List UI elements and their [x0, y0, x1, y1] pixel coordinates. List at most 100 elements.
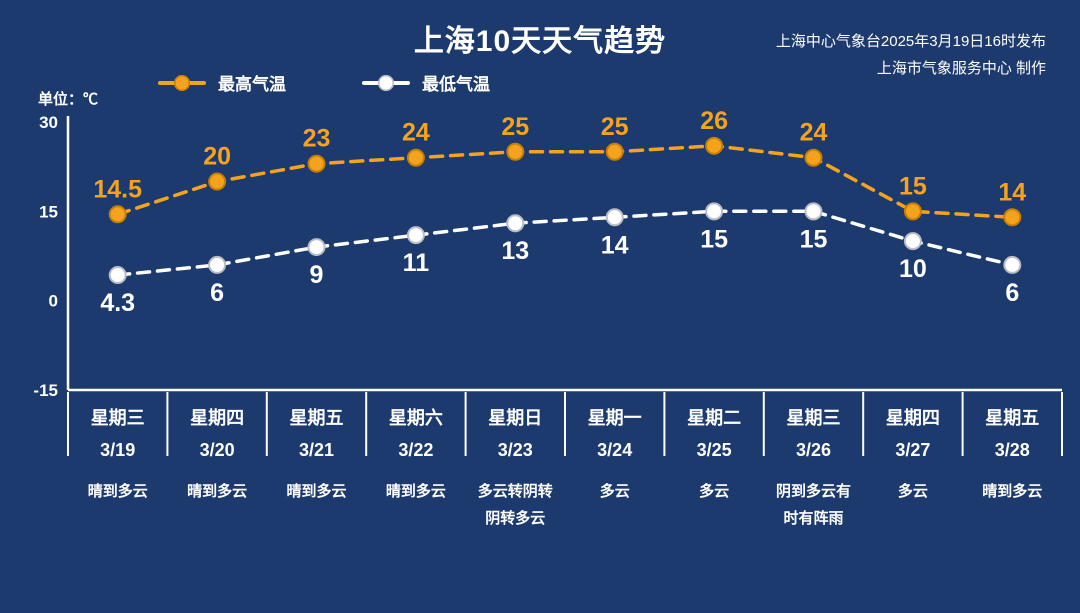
- high-temp-series-line: [115, 144, 1015, 220]
- date-label: 3/27: [895, 440, 931, 460]
- day-column: 星期四 3/27 多云: [863, 398, 962, 532]
- high-temp-point: [406, 148, 425, 167]
- low-temp-point: [903, 232, 922, 251]
- day-column: 星期日 3/23 多云转阴转阴转多云: [466, 398, 565, 532]
- high-temp-dot-icon: [174, 74, 190, 91]
- y-tick-label: 0: [49, 292, 58, 311]
- page-title: 上海10天天气趋势: [413, 25, 667, 58]
- low-temp-point: [605, 208, 624, 227]
- weather-line: 晴到多云: [87, 483, 148, 500]
- weather-line: 多云: [599, 483, 630, 500]
- high-temp-point: [605, 142, 624, 161]
- weather-label: 晴到多云: [70, 478, 165, 505]
- day-column: 星期六 3/22 晴到多云: [366, 398, 465, 532]
- weather-line: 阴到多云有: [775, 483, 851, 500]
- weekday-label: 星期五: [985, 408, 1040, 428]
- low-temp-point: [208, 255, 227, 274]
- legend: 最高气温 最低气温: [158, 70, 490, 95]
- low-temp-point: [804, 202, 823, 221]
- date-label: 3/19: [100, 440, 136, 460]
- low-temp-point: [705, 202, 724, 221]
- weather-label: 晴到多云: [368, 478, 463, 505]
- weekday-label: 星期日: [488, 408, 543, 428]
- weather-label: 阴到多云有 时有阵雨: [766, 478, 861, 532]
- weather-line: 时有阵雨: [783, 510, 844, 527]
- weather-line: 晴到多云: [385, 483, 446, 500]
- y-tick-label: 15: [39, 202, 58, 221]
- weekday-label: 星期三: [786, 408, 841, 428]
- date-label: 3/24: [597, 440, 633, 460]
- weekday-label: 星期四: [885, 408, 940, 428]
- date-label: 3/25: [696, 440, 732, 460]
- unit-label: 单位：℃: [38, 91, 99, 108]
- weekday-label: 星期一: [587, 408, 642, 428]
- weather-line: 晴到多云: [286, 483, 347, 500]
- high-temp-value-label: 15: [899, 172, 927, 200]
- date-label: 3/21: [298, 440, 335, 460]
- day-column: 星期五 3/28 晴到多云: [963, 398, 1062, 532]
- weather-line: 阴转多云: [485, 510, 546, 527]
- weather-label: 多云: [666, 478, 761, 505]
- high-temp-value-label: 14.5: [93, 175, 142, 203]
- day-column: 星期五 3/21 晴到多云: [267, 398, 366, 532]
- legend-label-low: 最低气温: [422, 75, 490, 94]
- high-temp-point: [804, 148, 823, 167]
- date-label: 3/22: [398, 440, 434, 460]
- low-temp-value-label: 9: [310, 261, 324, 289]
- legend-item-high: 最高气温: [158, 70, 286, 95]
- weather-line: 晴到多云: [187, 483, 248, 500]
- high-temp-value-label: 26: [700, 107, 728, 135]
- date-label: 3/28: [994, 440, 1030, 460]
- weekday-label: 星期六: [388, 408, 443, 428]
- low-temp-value-label: 15: [800, 225, 828, 253]
- low-temp-line-icon: [362, 74, 410, 91]
- low-temp-value-label: 13: [501, 237, 529, 265]
- legend-label-high: 最高气温: [218, 75, 286, 94]
- low-temp-value-label: 14: [601, 231, 629, 259]
- day-column: 星期三 3/19 晴到多云: [68, 398, 167, 532]
- high-temp-value-label: 25: [501, 113, 529, 141]
- low-temp-value-label: 15: [700, 225, 728, 253]
- source-info: 上海中心气象台2025年3月19日16时发布 上海市气象服务中心 制作: [776, 28, 1046, 82]
- weather-label: 多云: [567, 478, 662, 505]
- low-temp-series-line: [115, 209, 1015, 277]
- high-temp-point: [506, 142, 525, 161]
- weather-line: 多云: [699, 483, 730, 500]
- weekday-label: 星期二: [687, 408, 742, 428]
- low-temp-value-label: 11: [403, 249, 430, 277]
- low-temp-point: [506, 214, 525, 233]
- high-temp-value-label: 20: [203, 143, 231, 171]
- low-temp-value-label: 10: [899, 255, 927, 283]
- y-tick-label: -15: [33, 381, 58, 400]
- high-temp-point: [108, 205, 127, 224]
- weather-label: 晴到多云: [965, 478, 1060, 505]
- weekday-label: 星期四: [190, 408, 245, 428]
- low-temp-point: [406, 226, 425, 245]
- weather-line: 多云转阴转: [477, 483, 553, 500]
- high-temp-value-label: 14: [998, 178, 1026, 206]
- high-temp-value-label: 24: [800, 119, 828, 147]
- low-temp-value-label: 4.3: [100, 289, 135, 317]
- weather-label: 多云: [865, 478, 960, 505]
- weather-label: 多云转阴转 阴转多云: [468, 478, 563, 532]
- low-temp-point: [307, 238, 326, 257]
- high-temp-point: [903, 202, 922, 221]
- low-temp-point: [108, 266, 127, 285]
- weather-line: 晴到多云: [982, 483, 1043, 500]
- day-labels: 星期三 3/19 晴到多云 星期四 3/20 晴到多云 星期五 3/21 晴到多云 星期六 3/22…: [68, 398, 1062, 532]
- source-line-1: 上海中心气象台2025年3月19日16时发布: [775, 33, 1046, 50]
- weather-label: 晴到多云: [269, 478, 364, 505]
- high-temp-point: [307, 154, 326, 173]
- date-label: 3/20: [199, 440, 235, 460]
- weather-line: 多云: [897, 483, 928, 500]
- source-line-2: 上海市气象服务中心 制作: [876, 60, 1046, 77]
- day-column: 星期四 3/20 晴到多云: [167, 398, 266, 532]
- high-temp-line-icon: [158, 74, 206, 91]
- low-temp-value-label: 6: [210, 279, 224, 307]
- low-temp-dot-icon: [378, 74, 394, 91]
- y-tick-label: 30: [39, 113, 58, 132]
- weather-label: 晴到多云: [169, 478, 264, 505]
- high-temp-point: [705, 136, 724, 155]
- date-label: 3/23: [497, 440, 533, 460]
